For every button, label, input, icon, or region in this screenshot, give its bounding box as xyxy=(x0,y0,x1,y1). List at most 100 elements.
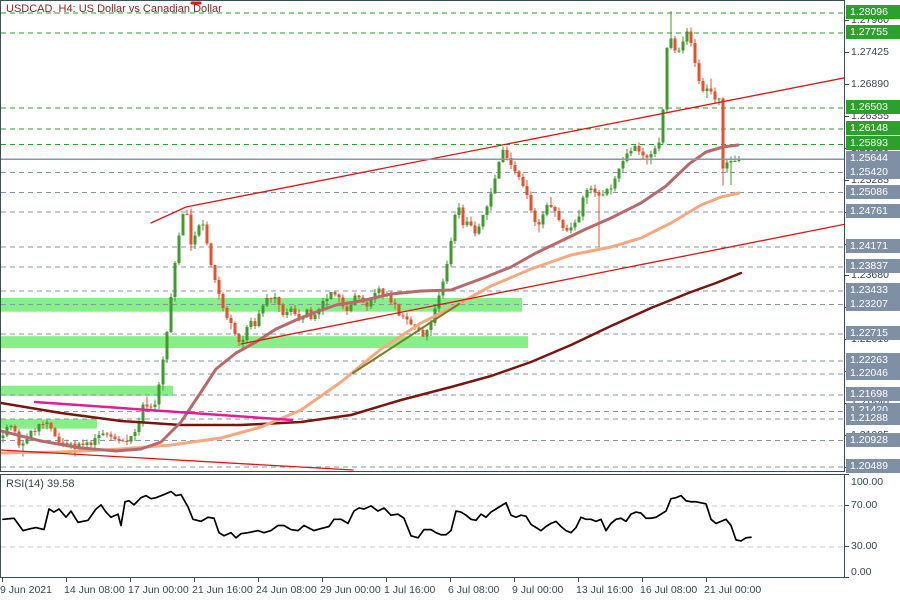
candle-body xyxy=(9,425,13,427)
candle-body xyxy=(325,299,329,301)
main-chart-pane[interactable]: USDCAD, H4: US Dollar vs Canadian Dollar xyxy=(0,0,845,472)
candle-body xyxy=(129,436,133,442)
time-axis-tickmark xyxy=(2,578,3,582)
candle-body xyxy=(333,291,337,295)
candle-body xyxy=(253,320,257,326)
candle-body xyxy=(293,308,297,314)
candle-body xyxy=(125,440,129,442)
rsi-axis-tickmark xyxy=(845,504,849,506)
resistance-price-badge: 1.27755 xyxy=(846,25,900,40)
candle-body xyxy=(321,300,325,309)
candle-body xyxy=(417,327,421,331)
current-price-badge: 1.25644 xyxy=(846,151,900,166)
candle-body xyxy=(617,168,621,179)
resistance-price-badge: 1.25893 xyxy=(846,136,900,151)
time-axis-tickmark xyxy=(130,578,131,582)
time-axis-label: 9 Jul 00:00 xyxy=(512,584,564,596)
candle-body xyxy=(33,430,37,432)
time-axis-label: 9 Jun 2021 xyxy=(0,584,52,596)
candle-body xyxy=(529,194,533,211)
candle-body xyxy=(585,189,589,198)
candle-body xyxy=(37,423,41,432)
candle-body xyxy=(661,109,665,143)
candle-body xyxy=(409,319,413,325)
price-axis-tickmark xyxy=(845,179,849,181)
candle-body xyxy=(197,225,201,236)
candle-body xyxy=(533,210,537,222)
candle-body xyxy=(25,438,29,444)
candle-body xyxy=(481,214,485,227)
rsi-axis-label: 100.00 xyxy=(851,476,884,488)
time-axis-tickmark xyxy=(258,578,259,582)
candle-body xyxy=(229,317,233,324)
price-level-badge: 1.24171 xyxy=(846,239,900,254)
candle-body xyxy=(85,442,89,445)
candle-body xyxy=(565,228,569,231)
candle-body xyxy=(441,281,445,296)
price-axis-label: 1.26890 xyxy=(851,77,889,90)
candle-body xyxy=(305,309,309,318)
supply-demand-zone xyxy=(1,385,173,396)
price-axis-tickmark xyxy=(845,275,849,277)
candle-body xyxy=(625,153,629,161)
candle-body xyxy=(513,165,517,172)
rsi-indicator-pane[interactable]: RSI(14) 39.58 xyxy=(0,474,845,578)
price-level-badge: 1.25086 xyxy=(846,184,900,199)
candle-body xyxy=(141,404,145,423)
candle-body xyxy=(589,188,593,190)
candle-body xyxy=(649,153,653,158)
ma-mid-line xyxy=(1,191,741,455)
candle-body xyxy=(117,438,121,441)
candle-body xyxy=(605,188,609,195)
candle-body xyxy=(593,188,597,193)
candle-body xyxy=(685,31,689,42)
candle-body xyxy=(353,295,357,305)
candle-body xyxy=(97,435,101,439)
candle-body xyxy=(57,436,61,443)
candle-body xyxy=(657,142,661,149)
candle-body xyxy=(245,326,249,340)
candle-body xyxy=(49,422,53,429)
candle-body xyxy=(633,146,637,151)
candle-body xyxy=(221,294,225,308)
candle-body xyxy=(41,423,45,425)
candle-body xyxy=(405,316,409,320)
price-level-badge: 1.23207 xyxy=(846,296,900,311)
price-axis-tickmark xyxy=(845,83,849,85)
ma-fast-line xyxy=(1,143,740,453)
candle-body xyxy=(517,171,521,178)
candle-body xyxy=(537,221,541,225)
candle-body xyxy=(713,91,717,100)
supply-demand-zone xyxy=(1,419,97,429)
candle-body xyxy=(401,315,405,317)
lower-channel-trendline xyxy=(240,223,844,345)
candle-body xyxy=(177,235,181,263)
price-axis-tickmark xyxy=(845,51,849,53)
candlestick-chart[interactable] xyxy=(1,1,844,471)
candle-body xyxy=(437,295,441,309)
candle-body xyxy=(449,241,453,264)
candle-body xyxy=(453,215,457,242)
candle-body xyxy=(201,224,205,226)
candle-body xyxy=(101,433,105,436)
candle-body xyxy=(697,63,701,81)
candle-body xyxy=(641,151,645,156)
price-axis-label: 1.27425 xyxy=(851,45,889,58)
candle-body xyxy=(161,359,165,385)
resistance-price-badge: 1.26503 xyxy=(846,99,900,114)
rsi-axis-label: 0.00 xyxy=(851,566,872,578)
candle-body xyxy=(545,204,549,215)
price-level-badge: 1.20489 xyxy=(846,458,900,473)
time-axis-tickmark xyxy=(450,578,451,582)
rsi-plot[interactable] xyxy=(1,475,844,577)
time-axis-tickmark xyxy=(706,578,707,582)
candle-body xyxy=(541,214,545,225)
candle-body xyxy=(357,295,361,298)
rsi-line xyxy=(2,490,752,542)
candle-body xyxy=(109,434,113,437)
candle-body xyxy=(717,98,721,100)
candle-body xyxy=(425,330,429,337)
candle-body xyxy=(249,320,253,327)
price-level-badge: 1.21288 xyxy=(846,411,900,426)
